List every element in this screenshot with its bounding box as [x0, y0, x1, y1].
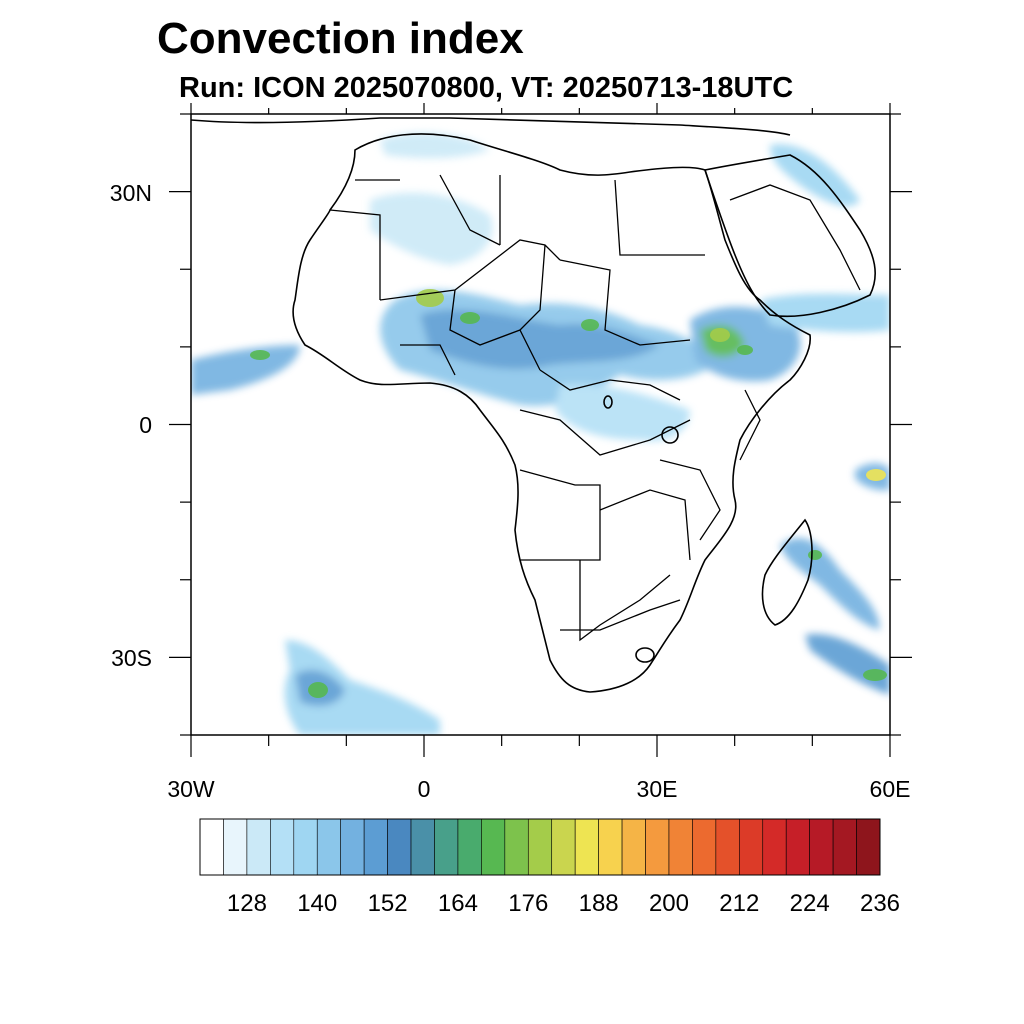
- border-central-africa: [539, 369, 681, 401]
- colorbar-swatch: [481, 818, 506, 876]
- plot-area: [191, 114, 890, 735]
- colorbar-swatch: [715, 818, 740, 876]
- colorbar-swatch: [340, 818, 365, 876]
- lon-label-60e: 60E: [870, 776, 911, 802]
- colorbar-label: 164: [438, 890, 478, 917]
- convection-atlantic-itcz: [191, 345, 300, 395]
- convection-core-sahel-3: [581, 319, 599, 331]
- border-arabia: [729, 184, 861, 291]
- colorbar-swatch: [832, 818, 857, 876]
- colorbar-label: 152: [368, 890, 408, 917]
- coastlines: [191, 117, 876, 693]
- colorbar-label: 224: [790, 890, 830, 917]
- convection-arabian-sea: [760, 293, 890, 333]
- colorbar-swatch: [762, 818, 787, 876]
- border-gulf-of-guinea: [400, 344, 456, 376]
- chart-title: Convection index: [157, 14, 524, 63]
- convection-core-sahel-1: [416, 289, 444, 307]
- colorbar-swatch: [363, 818, 388, 876]
- colorbar-swatch: [668, 818, 693, 876]
- colorbar-swatch: [527, 818, 553, 876]
- border-angola: [519, 469, 601, 561]
- colorbar-swatch: [645, 818, 670, 876]
- convection-central-africa: [555, 384, 690, 441]
- colorbar-label: 200: [649, 890, 689, 917]
- colorbar-swatch: [621, 818, 646, 876]
- colorbar-swatch: [246, 818, 271, 876]
- border-egypt-sudan: [614, 179, 705, 256]
- axis-ticks: [169, 103, 912, 757]
- colorbar-swatch: [856, 818, 881, 876]
- colorbar-outline: [199, 818, 881, 876]
- colorbar-swatch: [574, 818, 599, 876]
- colorbar-swatch: [785, 818, 810, 876]
- chart-subtitle: Run: ICON 2025070800, VT: 20250713-18UTC: [179, 72, 794, 104]
- colorbar-swatch: [223, 818, 248, 876]
- lake-region: [603, 395, 613, 409]
- convection-south-atlantic: [284, 640, 440, 735]
- colorbar-label: 176: [508, 890, 548, 917]
- border-drc: [519, 409, 691, 456]
- colorbar-swatch: [504, 818, 529, 876]
- border-horn-of-africa: [739, 389, 761, 461]
- africa-coastline: [292, 133, 811, 693]
- border-east-africa: [659, 459, 721, 541]
- colorbar: [199, 818, 881, 876]
- convection-sahel-core: [420, 309, 660, 370]
- colorbar-swatch: [457, 818, 482, 876]
- convection-field: [191, 132, 890, 735]
- colorbar-swatch: [739, 818, 764, 876]
- lon-label-0: 0: [418, 776, 431, 802]
- colorbar-swatch: [434, 818, 459, 876]
- border-south-africa: [560, 599, 681, 631]
- colorbar-labels: 128 140 152 164 176 188 200 212 224 236: [227, 890, 900, 917]
- convection-core-ethiopia-1: [710, 328, 730, 342]
- colorbar-swatch: [387, 818, 412, 876]
- colorbar-swatch: [692, 818, 717, 876]
- convection-core-atlantic: [250, 350, 270, 360]
- border-zambia: [599, 489, 691, 561]
- convection-sahara: [370, 192, 493, 265]
- colorbar-swatch: [316, 818, 341, 876]
- arabia-coastline: [703, 154, 876, 318]
- border-southern-africa: [579, 560, 671, 642]
- europe-coastline: [191, 117, 791, 136]
- colorbar-swatch: [551, 818, 576, 876]
- colorbar-swatch: [270, 818, 295, 876]
- colorbar-label: 236: [860, 890, 900, 917]
- madagascar-coastline: [761, 518, 813, 626]
- colorbar-swatch: [809, 818, 834, 876]
- sahara-border-north: [329, 209, 381, 300]
- convection-core-se-indian: [863, 669, 887, 681]
- colorbar-swatch: [598, 818, 623, 876]
- colorbar-label: 188: [579, 890, 619, 917]
- convection-core-south-atlantic: [308, 682, 328, 698]
- lat-label-0: 0: [139, 412, 152, 438]
- colorbar-label: 140: [297, 890, 337, 917]
- convection-core-ethiopia-2: [737, 345, 753, 355]
- lesotho-outline: [635, 647, 655, 663]
- colorbar-swatch: [293, 818, 318, 876]
- border-sudan: [559, 259, 691, 346]
- convection-core-mozambique: [808, 550, 822, 560]
- lake-victoria: [661, 426, 679, 444]
- convection-core-sahel-2: [460, 312, 480, 324]
- border-west-africa: [379, 239, 561, 301]
- convection-mozambique: [780, 538, 880, 630]
- convection-core-east-yellow: [866, 469, 886, 481]
- lon-label-30w: 30W: [167, 776, 215, 802]
- border-algeria-libya: [439, 174, 501, 246]
- convection-middle-east: [770, 144, 860, 207]
- colorbar-swatch: [410, 818, 435, 876]
- lon-label-30e: 30E: [637, 776, 678, 802]
- border-niger-nigeria: [449, 289, 521, 346]
- colorbar-label: 128: [227, 890, 267, 917]
- lat-label-30s: 30S: [111, 645, 152, 671]
- colorbar-label: 212: [719, 890, 759, 917]
- border-chad-sudan: [519, 244, 546, 371]
- colorbar-swatch: [199, 818, 224, 876]
- lat-label-30n: 30N: [110, 180, 152, 206]
